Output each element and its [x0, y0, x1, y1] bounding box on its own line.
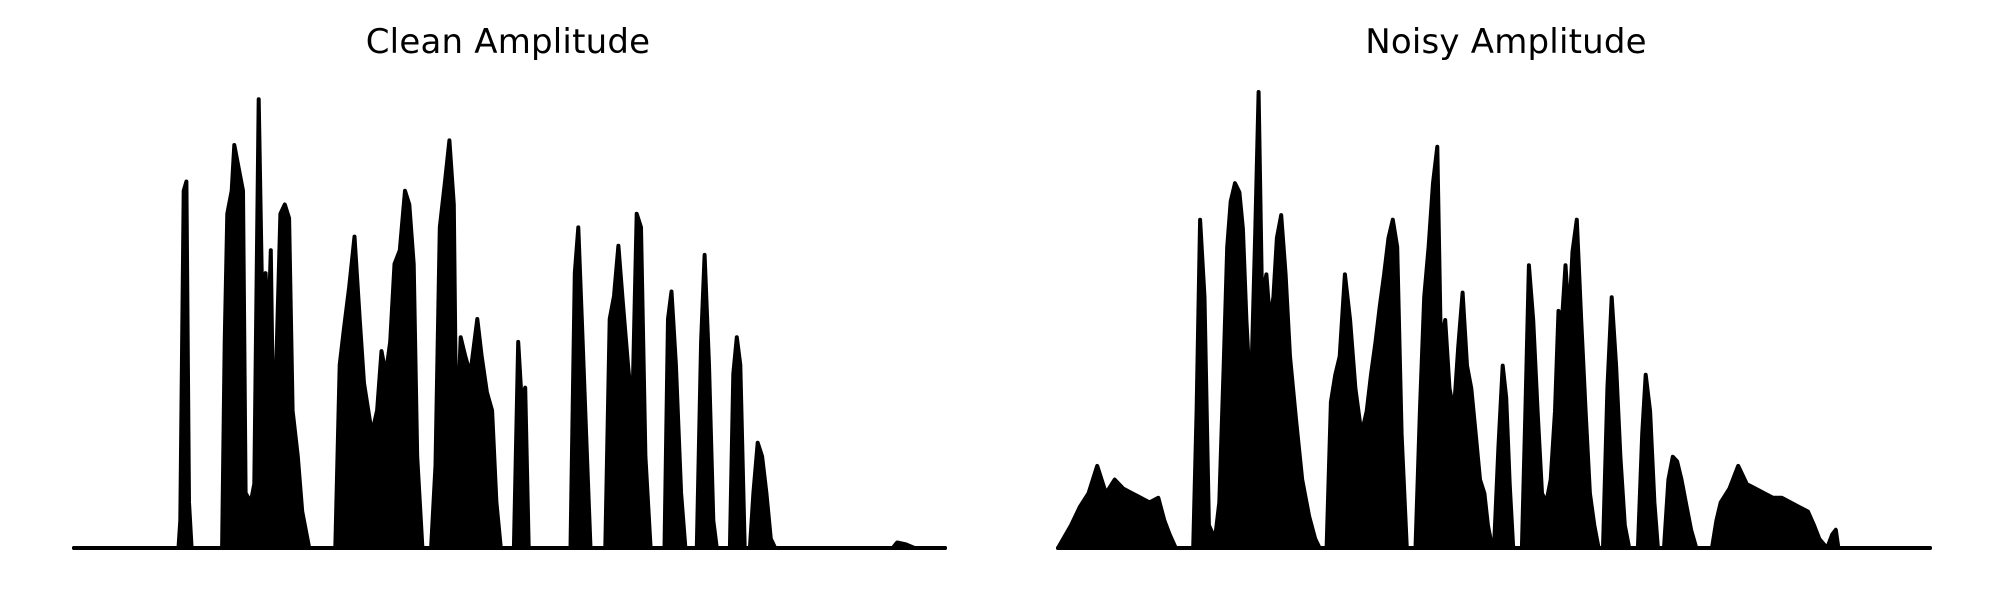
chart-panel-noisy: Noisy Amplitude: [1000, 0, 2000, 600]
clean-amplitude-plot: [72, 97, 947, 550]
chart-panel-clean: Clean Amplitude: [72, 22, 947, 550]
chart-title: Clean Amplitude: [365, 22, 651, 62]
chart-title: Noisy Amplitude: [1365, 22, 1647, 62]
amplitude-envelope: [72, 97, 947, 550]
amplitude-envelope: [1056, 90, 1932, 550]
noisy-amplitude-plot: [1056, 90, 1932, 550]
